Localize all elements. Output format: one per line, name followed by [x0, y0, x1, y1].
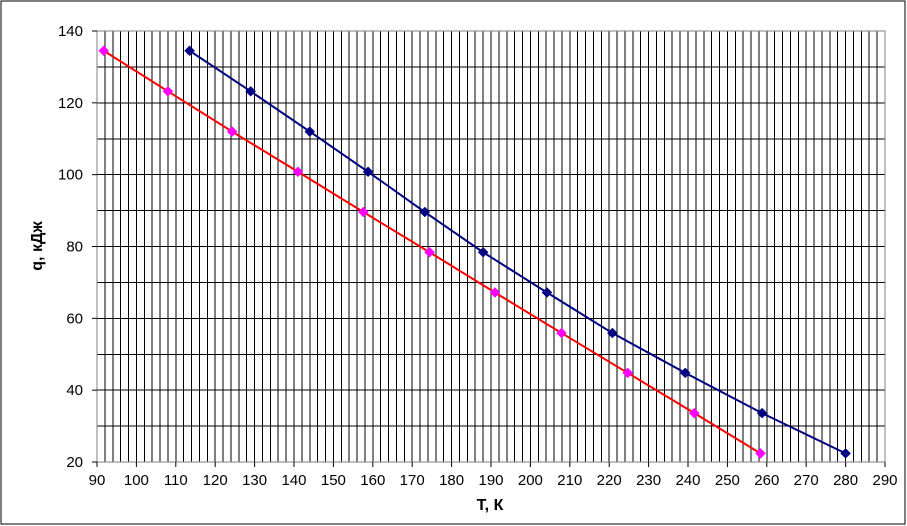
data-point — [756, 407, 768, 419]
data-point — [357, 206, 369, 218]
grid — [96, 30, 886, 463]
data-point — [226, 126, 238, 137]
data-point — [606, 327, 618, 339]
x-tick-label: 100 — [124, 472, 149, 489]
y-tick-label: 80 — [66, 239, 83, 256]
data-point — [292, 166, 304, 178]
data-point — [304, 126, 316, 137]
data-point — [245, 85, 257, 97]
x-tick-label: 210 — [557, 472, 582, 489]
x-tick-label: 240 — [675, 472, 700, 489]
x-tick-label: 120 — [203, 472, 228, 489]
data-point — [477, 246, 489, 258]
data-point — [419, 206, 431, 218]
data-point — [840, 448, 851, 459]
data-point — [362, 166, 374, 178]
x-tick-label: 130 — [242, 472, 267, 489]
x-tick-label: 260 — [754, 472, 779, 489]
x-tick-label: 220 — [597, 472, 622, 489]
x-tick-label: 150 — [321, 472, 346, 489]
x-tick-label: 140 — [281, 472, 306, 489]
axes: 90 100 110 120 130 140 150 160 170 180 190 200 210 22… — [58, 23, 898, 489]
y-tick-label: 40 — [66, 382, 83, 399]
data-point — [489, 287, 501, 298]
x-tick-label: 110 — [164, 472, 188, 489]
series-1 — [98, 45, 766, 459]
data-point — [556, 327, 567, 339]
x-tick-label: 180 — [439, 472, 464, 489]
data-point — [424, 246, 435, 258]
y-tick-label: 100 — [58, 167, 83, 184]
x-tick-label: 190 — [478, 472, 503, 489]
x-axis-title: T, К — [477, 497, 504, 514]
x-tick-label: 270 — [794, 472, 819, 489]
x-tick-label: 170 — [400, 472, 425, 489]
y-tick-label: 140 — [58, 23, 83, 40]
x-tick-label: 230 — [636, 472, 661, 489]
x-tick-label: 160 — [360, 472, 385, 489]
data-point — [622, 367, 634, 379]
x-tick-label: 280 — [833, 472, 858, 489]
series-2 — [184, 45, 851, 459]
data-point — [98, 45, 110, 57]
y-axis-title: q, кДж — [29, 221, 46, 271]
data-point — [755, 448, 766, 459]
y-tick-label: 20 — [66, 454, 83, 471]
x-tick-label: 250 — [715, 472, 740, 489]
series-group — [98, 45, 851, 459]
data-point — [184, 45, 195, 57]
x-tick-label: 290 — [872, 472, 897, 489]
y-tick-label: 120 — [58, 95, 83, 112]
data-point — [688, 407, 700, 419]
data-point — [541, 287, 553, 298]
y-tick-label: 60 — [66, 310, 83, 327]
x-tick-label: 90 — [89, 472, 106, 489]
x-tick-label: 200 — [518, 472, 543, 489]
data-point — [162, 85, 174, 97]
data-point — [679, 367, 691, 379]
